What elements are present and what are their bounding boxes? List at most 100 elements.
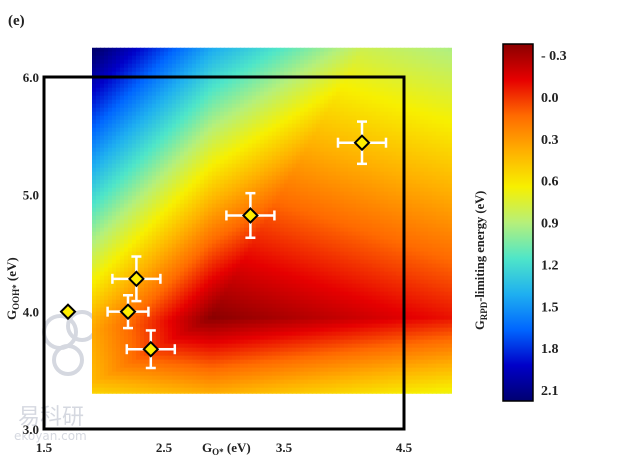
heatmap-cell: [280, 163, 285, 169]
heatmap-cell: [216, 127, 221, 133]
heatmap-cell: [412, 91, 417, 97]
heatmap-cell: [368, 191, 373, 197]
heatmap-cell: [180, 155, 185, 161]
panel-label: (e): [8, 13, 25, 29]
heatmap-cell: [208, 67, 213, 73]
heatmap-cell: [444, 51, 449, 57]
heatmap-cell: [176, 55, 181, 61]
heatmap-cell: [196, 163, 201, 169]
heatmap-cell: [332, 251, 337, 257]
heatmap-cell: [152, 151, 157, 157]
heatmap-cell: [360, 211, 365, 217]
heatmap-cell: [216, 87, 221, 93]
heatmap-cell: [392, 83, 397, 89]
heatmap-cell: [152, 103, 157, 109]
heatmap-cell: [136, 91, 141, 97]
heatmap-cell: [92, 203, 97, 209]
heatmap-cell: [212, 183, 217, 189]
heatmap-cell: [348, 235, 353, 241]
heatmap-cell: [288, 111, 293, 117]
heatmap-cell: [284, 155, 289, 161]
heatmap-cell: [280, 147, 285, 153]
heatmap-cell: [192, 103, 197, 109]
heatmap-cell: [152, 71, 157, 77]
heatmap-cell: [236, 231, 241, 237]
heatmap-cell: [92, 235, 97, 241]
heatmap-cell: [188, 135, 193, 141]
heatmap-cell: [172, 131, 177, 137]
heatmap-cell: [228, 107, 233, 113]
heatmap-cell: [128, 195, 133, 201]
heatmap-cell: [444, 235, 449, 241]
heatmap-cell: [204, 127, 209, 133]
heatmap-cell: [172, 103, 177, 109]
heatmap-cell: [244, 195, 249, 201]
heatmap-cell: [356, 227, 361, 233]
heatmap-cell: [256, 195, 261, 201]
heatmap-cell: [132, 47, 137, 53]
heatmap-cell: [304, 167, 309, 173]
heatmap-cell: [436, 111, 441, 117]
heatmap-cell: [272, 179, 277, 185]
heatmap-cell: [104, 187, 109, 193]
heatmap-cell: [108, 83, 113, 89]
heatmap-cell: [316, 151, 321, 157]
heatmap-cell: [152, 47, 157, 53]
heatmap-cell: [296, 195, 301, 201]
heatmap-cell: [136, 219, 141, 225]
heatmap-cell: [192, 255, 197, 261]
heatmap-cell: [388, 143, 393, 149]
heatmap-cell: [356, 83, 361, 89]
heatmap-cell: [368, 243, 373, 249]
heatmap-cell: [352, 71, 357, 77]
heatmap-cell: [364, 263, 369, 269]
heatmap-cell: [320, 195, 325, 201]
heatmap-cell: [404, 239, 409, 245]
heatmap-cell: [264, 179, 269, 185]
heatmap-cell: [336, 175, 341, 181]
heatmap-cell: [312, 227, 317, 233]
heatmap-cell: [188, 59, 193, 65]
heatmap-cell: [316, 263, 321, 269]
heatmap-cell: [372, 67, 377, 73]
heatmap-cell: [216, 247, 221, 253]
heatmap-cell: [332, 79, 337, 85]
heatmap-cell: [152, 67, 157, 73]
heatmap-cell: [448, 147, 452, 153]
heatmap-cell: [236, 251, 241, 257]
heatmap-cell: [112, 167, 117, 173]
heatmap-cell: [324, 103, 329, 109]
heatmap-cell: [192, 131, 197, 137]
heatmap-cell: [272, 111, 277, 117]
heatmap-cell: [116, 151, 121, 157]
heatmap-cell: [120, 223, 125, 229]
heatmap-cell: [380, 155, 385, 161]
heatmap-cell: [192, 235, 197, 241]
heatmap-cell: [160, 187, 165, 193]
heatmap-cell: [344, 103, 349, 109]
heatmap-cell: [96, 87, 101, 93]
heatmap-cell: [452, 240, 457, 245]
heatmap-cell: [276, 135, 281, 141]
heatmap-cell: [280, 203, 285, 209]
heatmap-cell: [424, 207, 429, 213]
heatmap-cell: [192, 259, 197, 265]
heatmap-cell: [364, 99, 369, 105]
heatmap-cell: [340, 59, 345, 65]
heatmap-cell: [96, 55, 101, 61]
heatmap-cell: [256, 175, 261, 181]
heatmap-cell: [132, 111, 137, 117]
heatmap-cell: [140, 195, 145, 201]
heatmap-cell: [436, 151, 441, 157]
heatmap-cell: [104, 119, 109, 125]
heatmap-cell: [240, 179, 245, 185]
heatmap-cell: [212, 199, 217, 205]
heatmap-cell: [148, 251, 153, 257]
heatmap-cell: [356, 183, 361, 189]
heatmap-cell: [412, 207, 417, 213]
heatmap-cell: [128, 203, 133, 209]
heatmap-cell: [144, 251, 149, 257]
heatmap-cell: [204, 211, 209, 217]
heatmap-cell: [404, 187, 409, 193]
heatmap-cell: [356, 87, 361, 93]
